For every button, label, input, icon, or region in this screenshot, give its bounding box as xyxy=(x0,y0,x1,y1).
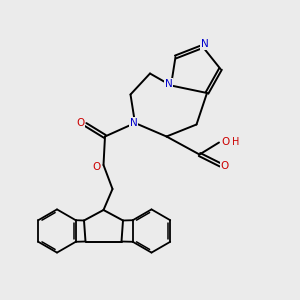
Text: N: N xyxy=(165,79,172,89)
Text: O: O xyxy=(93,161,101,172)
Text: H: H xyxy=(232,136,239,147)
Text: N: N xyxy=(201,39,208,49)
Text: N: N xyxy=(130,118,137,128)
Text: O: O xyxy=(76,118,85,128)
Text: O: O xyxy=(220,160,229,171)
Text: O: O xyxy=(221,136,230,147)
